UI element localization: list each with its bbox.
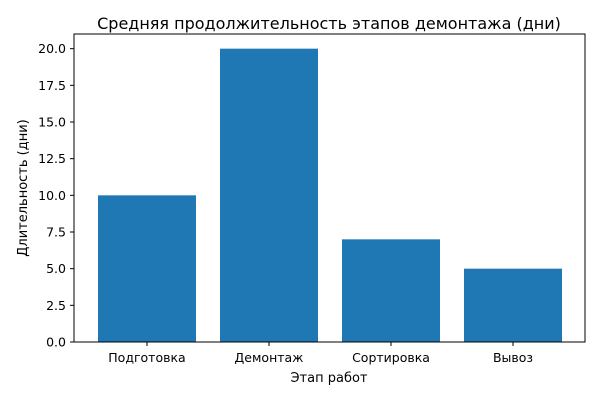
bar-4 [464, 268, 562, 342]
y-tick-label: 12.5 [38, 151, 66, 166]
x-tick-label: Демонтаж [235, 350, 304, 365]
y-tick-label: 20.0 [38, 41, 66, 56]
bar-2 [220, 48, 318, 343]
x-tick-label: Подготовка [108, 350, 185, 365]
y-tick-label: 2.5 [46, 298, 66, 313]
y-tick-label: 10.0 [38, 188, 66, 203]
bar-3 [342, 239, 440, 342]
y-axis-ticks: 0.0 2.5 5.0 7.5 10.0 12.5 15.0 17.5 20.0 [38, 41, 74, 350]
y-axis-label: Длительность (дни) [16, 119, 31, 257]
x-tick-label: Сортировка [352, 350, 430, 365]
x-axis-label: Этап работ [290, 371, 367, 386]
bar-1 [98, 195, 196, 342]
y-tick-label: 5.0 [46, 261, 66, 276]
chart-title: Средняя продолжительность этапов демонта… [97, 14, 561, 33]
y-tick-label: 0.0 [46, 335, 66, 350]
y-tick-label: 17.5 [38, 78, 66, 93]
y-tick-label: 7.5 [46, 225, 66, 240]
x-axis-ticks: Подготовка Демонтаж Сортировка Вывоз [108, 342, 533, 365]
x-tick-label: Вывоз [493, 350, 533, 365]
y-tick-label: 15.0 [38, 115, 66, 130]
bars-group [98, 48, 562, 343]
plot-frame [73, 33, 586, 343]
